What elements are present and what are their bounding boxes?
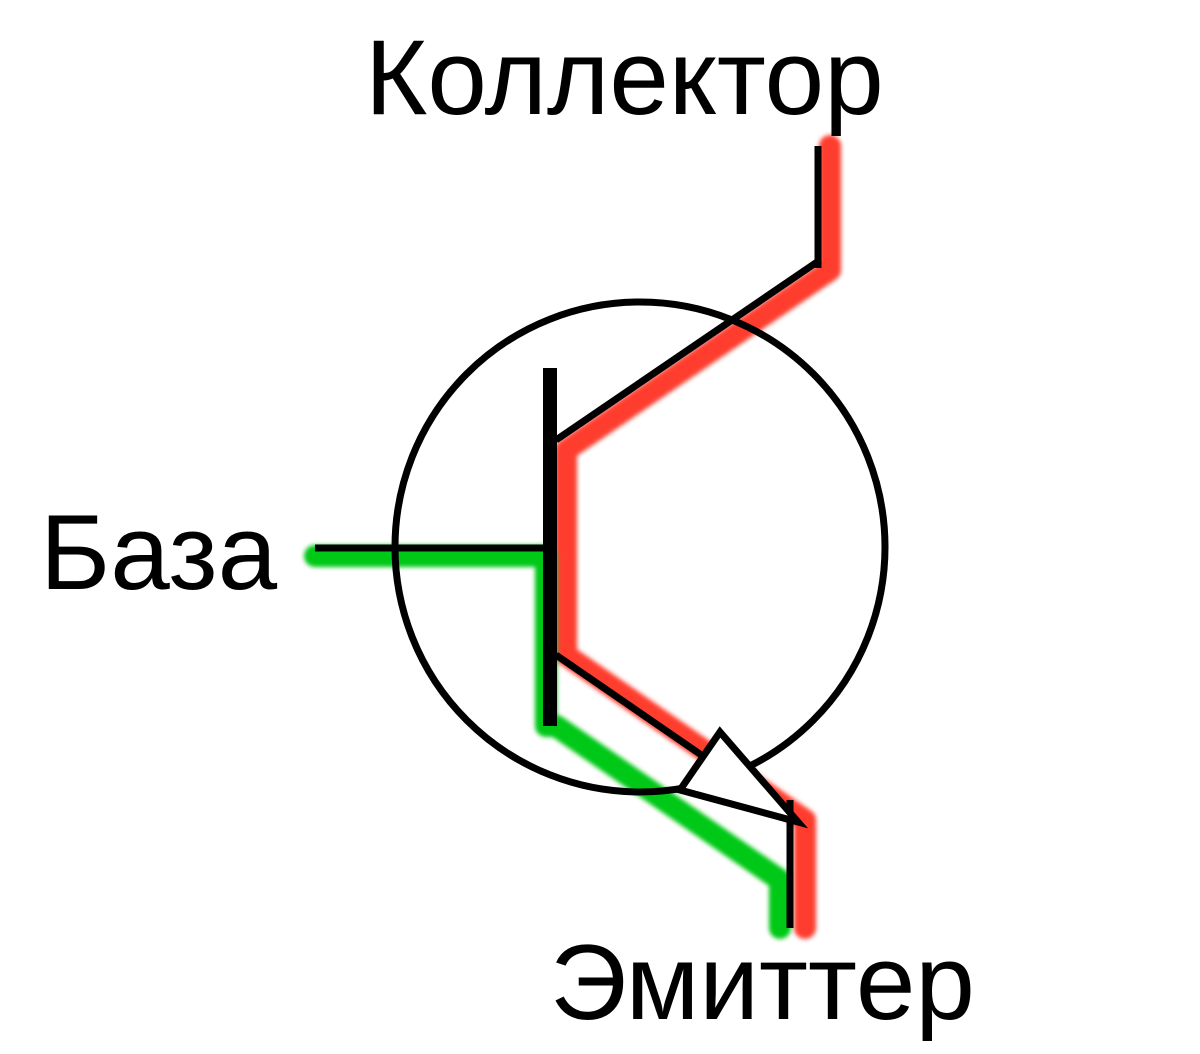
collector-label: Коллектор <box>365 15 884 139</box>
emitter-label: Эмиттер <box>550 920 975 1044</box>
base-label: База <box>40 490 277 614</box>
transistor-diagram: Коллектор База Эмиттер <box>0 0 1200 1054</box>
